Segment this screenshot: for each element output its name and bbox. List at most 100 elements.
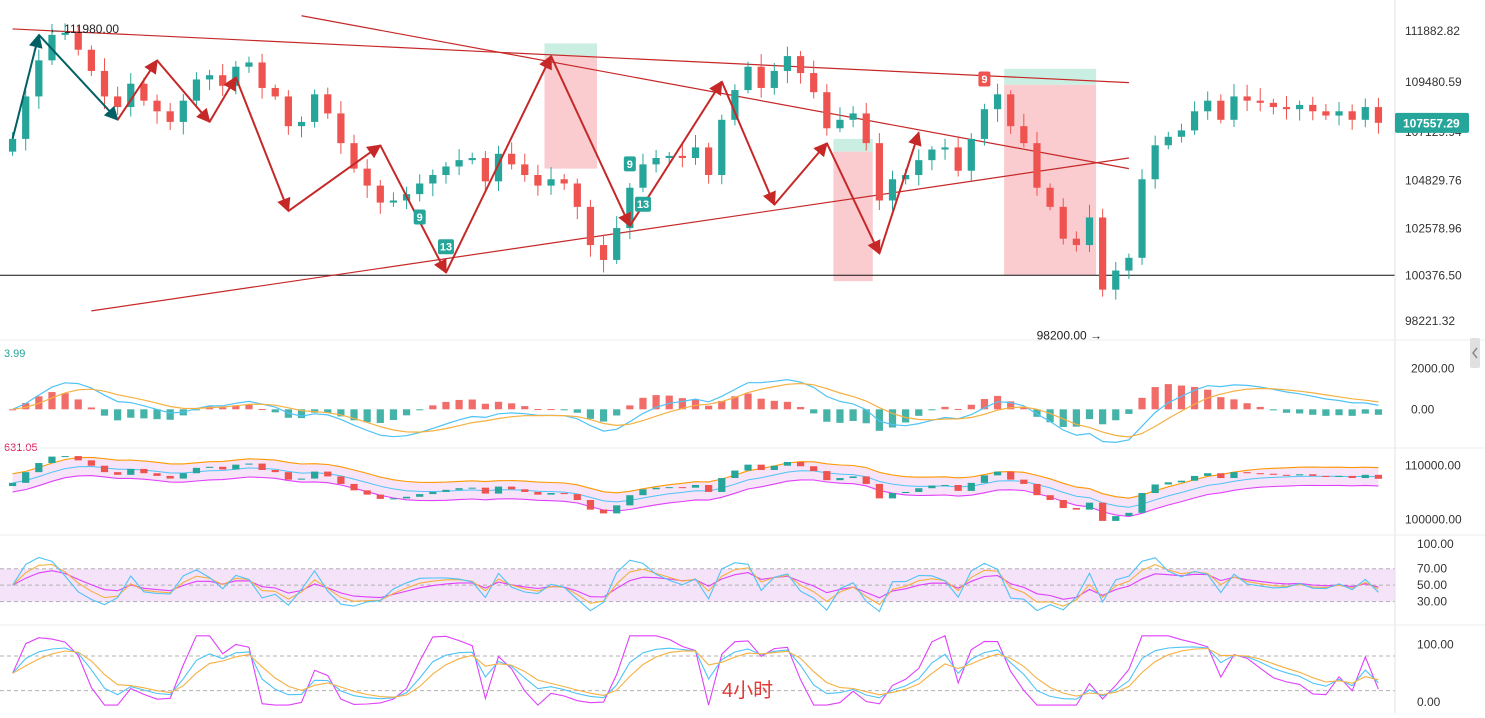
macd-histogram-bar [508, 403, 516, 410]
macd-histogram-bar [376, 409, 384, 423]
zigzag-segment [773, 142, 828, 206]
band-candle [586, 500, 595, 510]
macd-histogram-bar [232, 405, 240, 410]
candle-body [350, 143, 358, 169]
band-candle [902, 491, 910, 494]
band-candle [1072, 508, 1080, 510]
band-candle [521, 489, 529, 492]
macd-histogram-bar [1151, 387, 1159, 410]
macd-histogram-bar [639, 397, 647, 410]
macd-histogram-bar [731, 396, 739, 410]
macd-histogram-bar [980, 399, 989, 410]
macd-histogram-bar [1204, 389, 1212, 410]
macd-histogram-bar [626, 405, 634, 410]
zigzag-segment [234, 76, 291, 213]
band-candle [678, 487, 686, 489]
high-annotation: ← 111980.00 [49, 22, 120, 36]
band-candle [928, 485, 936, 489]
current-price-badge [1395, 112, 1469, 133]
candle-body [1177, 130, 1186, 137]
band-candle [783, 461, 792, 466]
candle-body [1085, 217, 1094, 246]
macd-histogram-bar [534, 409, 542, 411]
macd-histogram-bar [1348, 409, 1356, 416]
macd-histogram-bar [311, 409, 319, 413]
box-red-1 [833, 151, 873, 282]
band-candle [836, 478, 844, 481]
candle-body [455, 160, 463, 167]
macd-histogram-bar [350, 409, 358, 421]
macd-histogram-bar [140, 409, 148, 419]
macd-histogram-bar [416, 409, 424, 411]
price-tick-label: 98221.32 [1405, 314, 1455, 328]
macd-histogram-bar [297, 409, 306, 419]
candle-body [1230, 96, 1238, 120]
band-candle [796, 461, 805, 467]
macd-histogram-bar [1177, 385, 1186, 410]
macd-histogram-bar [862, 409, 870, 424]
macd-histogram-bar [1007, 401, 1015, 410]
candle-body [1072, 238, 1080, 246]
macd-histogram-bar [1099, 409, 1107, 425]
kdj-k-line [12, 646, 1379, 700]
candle-body [757, 66, 765, 88]
band-candle [547, 493, 555, 495]
macd-histogram-bar [1190, 386, 1199, 410]
macd-histogram-bar [705, 405, 713, 410]
scroll-handle[interactable] [1470, 338, 1480, 368]
trend-line-0 [12, 28, 1129, 84]
macd-histogram-bar [1033, 409, 1041, 417]
candle-body [324, 94, 332, 114]
band-candle [626, 495, 634, 506]
candle-body [127, 83, 135, 108]
td-count-label: 9 [627, 159, 633, 171]
band-candle [875, 483, 883, 499]
candle-body [810, 73, 818, 93]
macd-histogram-bar [442, 401, 450, 410]
price-candles [8, 23, 1383, 300]
macd-histogram-bar [74, 399, 82, 410]
macd-histogram-bar [402, 409, 411, 416]
candle-body [573, 183, 581, 207]
candle-body [1282, 107, 1291, 110]
band-candle [1177, 480, 1186, 483]
candle-body [836, 119, 844, 129]
macd-histogram-bar [849, 409, 857, 421]
candle-body [770, 70, 778, 88]
macd-histogram-bar [783, 401, 792, 410]
td-count-label: 9 [981, 74, 987, 86]
band-candle [140, 468, 148, 474]
macd-histogram-bar [521, 406, 529, 410]
price-tick-label: 109480.59 [1405, 75, 1462, 89]
band-candle [337, 476, 345, 484]
macd-histogram-bar [114, 409, 122, 421]
scroll-handle-bg[interactable] [1470, 338, 1480, 368]
band-candle [613, 505, 621, 514]
band-candle [888, 493, 897, 499]
macd-histogram-bar [796, 407, 805, 410]
macd-histogram-bar [993, 395, 1002, 410]
macd-histogram-bar [941, 406, 949, 410]
band-candle [179, 473, 187, 479]
candle-body [652, 158, 660, 165]
zigzag-segment [720, 81, 776, 207]
band-candle [350, 483, 358, 491]
candle-body [586, 206, 595, 246]
candle-body [626, 187, 634, 229]
candle-body [297, 121, 306, 127]
price-tick-label: 100376.50 [1405, 268, 1462, 282]
rsi-tick-label: 70.00 [1417, 562, 1447, 576]
band-candle [61, 456, 69, 458]
band-candle [941, 485, 949, 486]
chevron-left-icon[interactable] [1472, 347, 1478, 359]
macd-histogram-bar [1282, 409, 1291, 413]
band-candle [862, 476, 870, 484]
candle-body [1217, 100, 1225, 120]
candle-body [61, 32, 69, 35]
candle-body [429, 175, 437, 184]
macd-histogram-bar [61, 393, 69, 410]
zigzag-segment [287, 144, 382, 212]
macd-histogram-bar [1217, 397, 1225, 410]
band-candle [1256, 473, 1264, 475]
